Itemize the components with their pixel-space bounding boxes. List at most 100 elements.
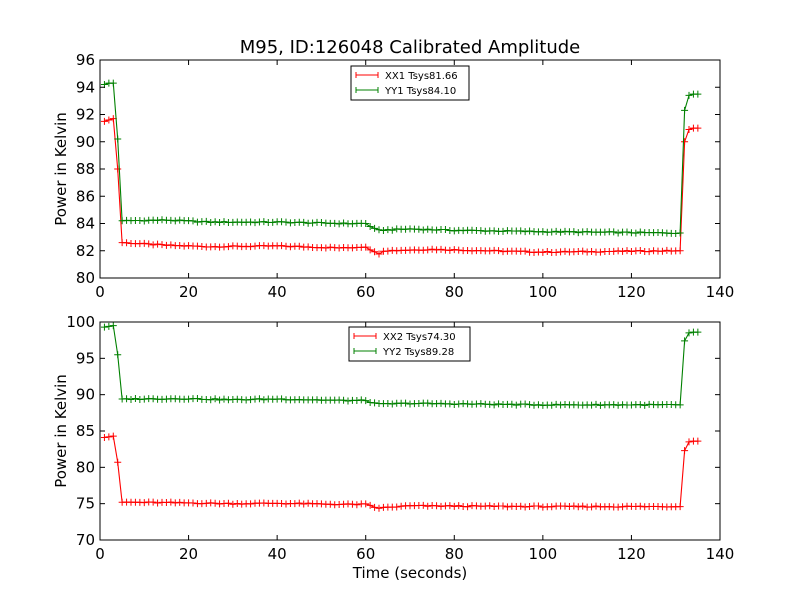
- data-point: [331, 219, 339, 227]
- data-point: [548, 228, 556, 236]
- data-point: [676, 229, 684, 237]
- y-tick-label: 86: [76, 187, 95, 205]
- data-point: [508, 400, 516, 408]
- data-point: [247, 243, 255, 251]
- y-tick-label: 95: [76, 349, 95, 367]
- series-xx2: [100, 432, 702, 512]
- data-point: [366, 246, 374, 254]
- data-point: [114, 458, 122, 466]
- legend: XX2 Tsys74.30 YY2 Tsys89.28: [348, 326, 471, 362]
- data-point: [202, 499, 210, 507]
- data-point: [499, 502, 507, 510]
- data-point: [207, 396, 215, 404]
- data-point: [154, 216, 162, 224]
- data-point: [362, 397, 370, 405]
- data-point: [552, 227, 560, 235]
- data-point: [424, 246, 432, 254]
- data-point: [685, 438, 693, 446]
- data-point: [362, 219, 370, 227]
- data-point: [300, 218, 308, 226]
- data-point: [419, 226, 427, 234]
- legend-marker: [355, 72, 379, 78]
- data-point: [627, 247, 635, 255]
- data-point: [517, 502, 525, 510]
- data-point: [375, 250, 383, 258]
- y-tick-label: 90: [76, 386, 95, 404]
- data-point: [123, 239, 131, 247]
- data-point: [534, 502, 542, 510]
- data-point: [681, 337, 689, 345]
- data-point: [548, 503, 556, 511]
- data-point: [694, 437, 702, 445]
- data-point: [193, 218, 201, 226]
- legend-box: [350, 65, 470, 101]
- legend-box: [348, 326, 471, 362]
- data-point: [105, 322, 113, 330]
- data-point: [694, 124, 702, 132]
- data-point: [304, 243, 312, 251]
- data-point: [202, 217, 210, 225]
- data-point: [100, 117, 108, 125]
- series-line: [104, 435, 698, 509]
- y-tick-label: 85: [76, 422, 95, 440]
- x-tick-label: 140: [706, 283, 735, 301]
- data-point: [357, 396, 365, 404]
- data-point: [561, 247, 569, 255]
- data-point: [455, 246, 463, 254]
- data-point: [158, 216, 166, 224]
- data-point: [247, 500, 255, 508]
- data-point: [512, 401, 520, 409]
- data-point: [353, 501, 361, 509]
- data-point: [592, 400, 600, 408]
- data-point: [641, 401, 649, 409]
- data-point: [131, 395, 139, 403]
- legend-entry: XX1 Tsys81.66: [385, 71, 458, 82]
- data-point: [455, 502, 463, 510]
- data-point: [176, 216, 184, 224]
- data-point: [114, 135, 122, 143]
- x-tick-label: 100: [529, 545, 558, 563]
- y-tick-label: 90: [76, 133, 95, 151]
- data-point: [526, 401, 534, 409]
- data-point: [207, 218, 215, 226]
- data-point: [366, 222, 374, 230]
- data-point: [623, 247, 631, 255]
- y-tick-label: 96: [76, 51, 95, 69]
- data-point: [260, 242, 268, 250]
- data-point: [433, 226, 441, 234]
- data-point: [477, 400, 485, 408]
- data-point: [464, 503, 472, 511]
- y-tick-label: 80: [76, 269, 95, 287]
- data-point: [140, 395, 148, 403]
- legend-marker: [353, 333, 377, 339]
- data-point: [100, 434, 108, 442]
- y-tick-label: 92: [76, 106, 95, 124]
- data-point: [216, 219, 224, 227]
- data-point: [676, 247, 684, 255]
- y-axis-label: Power in Kelvin: [52, 374, 70, 488]
- x-axis-label: Time (seconds): [352, 564, 468, 582]
- data-point: [495, 247, 503, 255]
- data-point: [610, 247, 618, 255]
- data-point: [437, 245, 445, 253]
- data-point: [557, 228, 565, 236]
- x-tick-label: 0: [95, 545, 105, 563]
- data-point: [614, 401, 622, 409]
- data-point: [211, 218, 219, 226]
- data-point: [694, 90, 702, 98]
- data-point: [636, 247, 644, 255]
- legend-entry: YY1 Tsys84.10: [384, 86, 456, 97]
- data-point: [517, 227, 525, 235]
- data-point: [539, 228, 547, 236]
- x-tick-label: 140: [706, 545, 735, 563]
- data-point: [499, 227, 507, 235]
- data-point: [255, 395, 263, 403]
- y-tick-label: 75: [76, 495, 95, 513]
- data-point: [685, 125, 693, 133]
- y-tick-label: 70: [76, 531, 95, 549]
- data-point: [636, 401, 644, 409]
- data-point: [295, 242, 303, 250]
- data-point: [490, 401, 498, 409]
- data-point: [149, 241, 157, 249]
- data-point: [450, 502, 458, 510]
